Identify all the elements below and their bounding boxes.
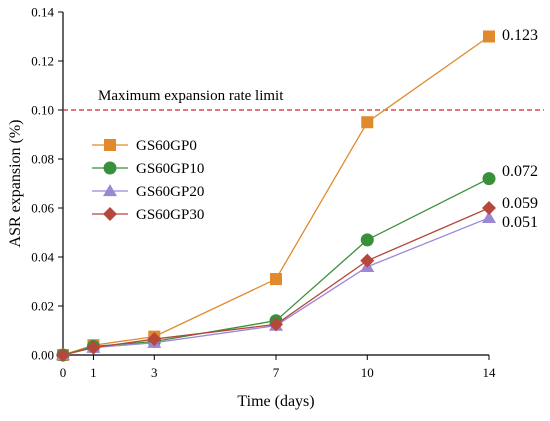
data-point — [360, 233, 374, 247]
x-tick-label: 10 — [361, 365, 374, 380]
legend-marker — [103, 161, 117, 175]
data-point — [361, 116, 374, 129]
y-tick-label: 0.00 — [31, 348, 54, 363]
end-value-label: 0.072 — [502, 163, 538, 180]
legend-marker — [103, 184, 117, 197]
y-axis-title: ASR expansion (%) — [7, 120, 24, 248]
end-labels-group: 0.123 0.072 0.059 0.051 — [502, 27, 538, 231]
y-tick-label: 0.02 — [31, 299, 54, 314]
x-tick-label: 7 — [273, 365, 280, 380]
data-point — [482, 210, 496, 223]
series-gs60gp10 — [56, 172, 496, 362]
series-group — [56, 30, 496, 362]
data-point — [483, 30, 495, 43]
end-value-label: 0.123 — [502, 27, 538, 44]
legend-item: GS60GP30 — [92, 207, 204, 223]
x-axis-title: Time (days) — [237, 393, 314, 410]
legend: GS60GP0 GS60GP10 GS60GP20 GS60GP30 — [92, 138, 204, 223]
series-gs60gp0 — [57, 30, 495, 361]
legend-item: GS60GP20 — [92, 184, 204, 200]
legend-label: GS60GP10 — [136, 161, 204, 177]
series-line — [62, 217, 490, 356]
data-point — [269, 317, 283, 332]
legend-label: GS60GP30 — [136, 207, 204, 223]
data-point — [360, 253, 375, 268]
data-point — [482, 172, 496, 186]
data-point — [86, 340, 101, 355]
reference-line-label: Maximum expansion rate limit — [98, 88, 284, 104]
y-tick-label: 0.08 — [31, 152, 54, 167]
legend-marker — [104, 139, 116, 151]
y-tick-label: 0.10 — [31, 103, 54, 118]
data-point — [56, 348, 70, 362]
y-tick-label: 0.04 — [31, 250, 54, 265]
series-gs60gp30 — [56, 201, 496, 362]
reference-line-group: Maximum expansion rate limit — [63, 88, 544, 111]
legend-item: GS60GP0 — [92, 138, 197, 154]
x-tick-label: 3 — [151, 365, 158, 380]
x-tick-label: 0 — [60, 365, 67, 380]
legend-item: GS60GP10 — [92, 161, 204, 177]
y-tick-label: 0.14 — [31, 5, 54, 20]
y-tick-label: 0.06 — [31, 201, 54, 216]
end-value-label: 0.059 — [502, 195, 538, 212]
data-point — [147, 332, 162, 347]
end-value-label: 0.051 — [502, 214, 538, 231]
legend-label: GS60GP0 — [136, 138, 197, 154]
legend-marker — [103, 207, 117, 221]
x-tick-label: 14 — [483, 365, 497, 380]
axes-group: 0 1 3 7 10 14 0.00 0.02 0.04 0.06 0.08 0.10 0.12 0.14 — [31, 5, 496, 381]
data-point — [482, 201, 496, 215]
x-tick-label: 1 — [90, 365, 97, 380]
y-tick-label: 0.12 — [31, 54, 54, 69]
series-line — [62, 35, 490, 356]
data-point — [270, 273, 282, 286]
legend-label: GS60GP20 — [136, 184, 204, 200]
